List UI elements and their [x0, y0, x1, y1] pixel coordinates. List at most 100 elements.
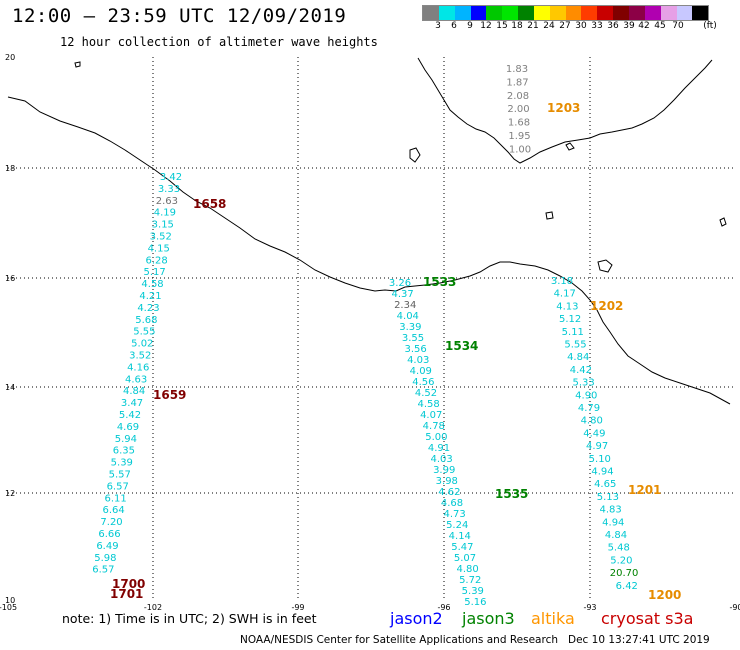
wave-height-value: 5.47	[451, 542, 473, 553]
pass-time-label: 1533	[423, 275, 456, 289]
wave-height-value: 4.49	[583, 428, 605, 439]
wave-height-value: 4.84	[605, 530, 627, 541]
coastline	[7, 57, 731, 405]
wave-height-value: 6.35	[113, 446, 135, 457]
legend-swatch-11	[597, 6, 614, 20]
wave-height-value: 5.94	[115, 434, 137, 445]
legend-swatch-10	[581, 6, 598, 20]
wave-height-value: 4.21	[139, 291, 161, 302]
island	[545, 211, 554, 220]
wave-height-value: 5.02	[131, 339, 153, 350]
wave-height-value: 3.47	[121, 398, 143, 409]
legend-swatch-17	[692, 6, 709, 20]
island	[409, 147, 421, 163]
legend-label: 42	[638, 21, 650, 31]
wave-height-value: 5.98	[94, 553, 116, 564]
wave-height-value: 4.83	[599, 505, 621, 516]
longitude-tick-label: -99	[291, 603, 304, 612]
wave-height-value: 4.52	[415, 388, 437, 399]
legend-swatch-0	[423, 6, 439, 20]
latitude-tick-label: 20	[5, 53, 15, 62]
wave-height-value: 2.08	[507, 91, 529, 102]
note-text: note: 1) Time is in UTC; 2) SWH is in fe…	[62, 611, 317, 626]
island	[597, 259, 613, 273]
wave-height-value: 4.37	[391, 289, 413, 300]
pass-time-label: 1700	[112, 577, 145, 591]
legend-swatch-5	[502, 6, 519, 20]
wave-height-value: 4.80	[581, 416, 603, 427]
legend-label: 18	[511, 21, 523, 31]
wave-height-value: 4.07	[420, 410, 442, 421]
wave-height-observations: 3.423.332.634.193.153.524.156.285.174.58…	[92, 64, 681, 608]
legend-label: 9	[467, 21, 473, 31]
wave-height-value: 3.33	[158, 184, 180, 195]
wave-height-value: 4.17	[554, 289, 576, 300]
legend-label: 33	[591, 21, 603, 31]
wave-height-value: 4.91	[428, 443, 450, 454]
satellite-label-jason3: jason3	[462, 609, 515, 628]
wave-height-value: 5.39	[111, 458, 133, 469]
pass-time-label: 1534	[445, 339, 478, 353]
island	[74, 61, 81, 68]
wave-height-value: 4.58	[417, 399, 439, 410]
wave-height-value: 5.16	[464, 597, 486, 608]
legend-swatch-6	[518, 6, 534, 20]
wave-height-value: 4.15	[148, 243, 170, 254]
wave-height-value: 5.68	[135, 315, 157, 326]
longitude-tick-label: -105	[0, 603, 17, 612]
footer-credit: NOAA/NESDIS Center for Satellite Applica…	[240, 634, 710, 646]
wave-height-value: 20.70	[610, 568, 639, 579]
legend-label: 3	[435, 21, 441, 31]
wave-height-value: 3.26	[389, 278, 411, 289]
wave-height-value: 6.66	[98, 529, 120, 540]
wave-height-value: 6.11	[105, 493, 127, 504]
wave-height-value: 1.95	[508, 131, 530, 142]
island	[719, 217, 727, 227]
wave-height-value: 4.42	[570, 365, 592, 376]
wave-height-value: 2.00	[507, 104, 529, 115]
wave-height-value: 4.63	[125, 374, 147, 385]
legend-swatch-4	[486, 6, 503, 20]
page-title: 12:00 – 23:59 UTC 12/09/2019	[12, 5, 347, 27]
wave-height-value: 4.79	[578, 403, 600, 414]
latitude-tick-label: 16	[5, 274, 15, 283]
pass-time-label: 1535	[495, 487, 528, 501]
wave-height-value: 4.84	[123, 386, 145, 397]
wave-height-value: 4.58	[141, 279, 163, 290]
longitude-tick-label: -90	[729, 603, 740, 612]
legend-swatch-1	[438, 6, 455, 20]
wave-height-value: 3.42	[160, 172, 182, 183]
wave-height-value: 4.68	[441, 498, 463, 509]
wave-height-value: 3.18	[551, 276, 573, 287]
wave-height-value: 3.15	[152, 220, 174, 231]
pass-time-label: 1659	[153, 388, 186, 402]
legend-swatch-16	[676, 6, 693, 20]
pass-time-label: 1701	[110, 587, 143, 601]
wave-height-value: 4.80	[456, 564, 478, 575]
wave-height-value: 4.94	[602, 517, 624, 528]
wave-height-value: 4.03	[407, 355, 429, 366]
wave-height-value: 3.55	[402, 333, 424, 344]
wave-height-value: 3.39	[399, 322, 421, 333]
legend-label: 21	[527, 21, 539, 31]
color-scale-labels: 3 6 9 12 15 18 21 24 27 30 33 36 39 42 45 70 (ft)	[422, 21, 740, 33]
wave-height-value: 4.13	[556, 301, 578, 312]
wave-height-value: 5.55	[133, 327, 155, 338]
wave-height-value: 5.57	[109, 470, 131, 481]
pass-time-label: 1203	[547, 101, 580, 115]
legend-swatch-3	[470, 6, 487, 20]
latitude-tick-label: 14	[5, 383, 15, 392]
satellite-label-altika: altika	[531, 609, 575, 628]
legend-label: 15	[496, 21, 508, 31]
latitude-tick-label: 18	[5, 164, 15, 173]
legend-label: 45	[654, 21, 666, 31]
legend-label: 27	[559, 21, 571, 31]
legend-swatch-7	[533, 6, 550, 20]
latitude-tick-label: 10	[5, 596, 15, 605]
wave-height-value: 4.16	[127, 362, 149, 373]
longitude-tick-label: -102	[144, 603, 162, 612]
legend-label: 70	[672, 21, 684, 31]
wave-height-value: 4.09	[410, 366, 432, 377]
legend-swatch-13	[628, 6, 645, 20]
legend-swatch-12	[613, 6, 629, 20]
